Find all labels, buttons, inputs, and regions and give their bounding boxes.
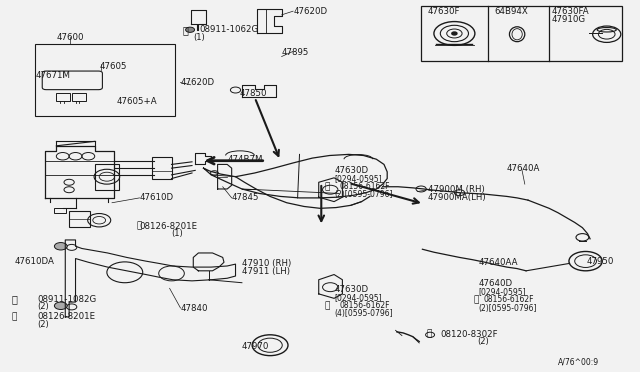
- Text: 47605: 47605: [99, 62, 127, 71]
- Text: 47630F: 47630F: [428, 7, 460, 16]
- Text: Ⓑ: Ⓑ: [325, 301, 330, 310]
- Bar: [56, 93, 70, 101]
- Text: 47910G: 47910G: [552, 15, 586, 24]
- Text: 47850: 47850: [239, 89, 267, 98]
- Text: 47620D: 47620D: [180, 78, 214, 87]
- Circle shape: [186, 27, 195, 32]
- Text: 47605+A: 47605+A: [116, 97, 157, 106]
- Text: 47671M: 47671M: [35, 71, 70, 80]
- Text: 08156-6162F: 08156-6162F: [339, 182, 390, 191]
- Text: 08911-1082G: 08911-1082G: [37, 295, 97, 304]
- Circle shape: [54, 302, 67, 310]
- Text: Ⓝ: Ⓝ: [11, 294, 17, 304]
- Text: 47610DA: 47610DA: [14, 257, 54, 266]
- Text: (2): (2): [477, 337, 489, 346]
- Text: Ⓝ: Ⓝ: [182, 25, 189, 35]
- Bar: [54, 208, 66, 213]
- Text: Ⓑ: Ⓑ: [426, 330, 431, 339]
- Text: 47630D: 47630D: [334, 285, 368, 294]
- Text: 47640D: 47640D: [479, 279, 513, 288]
- Text: 47640AA: 47640AA: [479, 258, 518, 267]
- Text: 08911-1062G: 08911-1062G: [200, 25, 259, 34]
- Text: 64B94X: 64B94X: [494, 7, 528, 16]
- Text: 47840: 47840: [180, 304, 208, 312]
- Text: (1): (1): [193, 33, 205, 42]
- Text: Ⓑ: Ⓑ: [12, 312, 17, 321]
- Text: 08156-6162F: 08156-6162F: [339, 301, 390, 310]
- Text: 47911 (LH): 47911 (LH): [242, 267, 290, 276]
- Text: 47900M (RH): 47900M (RH): [428, 185, 484, 194]
- Circle shape: [54, 243, 67, 250]
- Text: 47620D: 47620D: [293, 7, 327, 16]
- Text: 08156-6162F: 08156-6162F: [484, 295, 534, 304]
- Text: 47900MA(LH): 47900MA(LH): [428, 193, 486, 202]
- Bar: [35, 44, 175, 116]
- Text: [0294-0595]: [0294-0595]: [334, 293, 381, 302]
- Bar: [152, 157, 172, 179]
- Text: 47600: 47600: [56, 33, 84, 42]
- Circle shape: [452, 32, 457, 35]
- Text: 47910 (RH): 47910 (RH): [242, 259, 291, 268]
- Text: (4)[0595-0796]: (4)[0595-0796]: [334, 310, 393, 318]
- Bar: [95, 164, 119, 190]
- Text: (2): (2): [37, 302, 49, 311]
- Text: (2)[0595-0796]: (2)[0595-0796]: [334, 190, 392, 199]
- Bar: [72, 93, 86, 101]
- Text: 47845: 47845: [232, 193, 259, 202]
- Text: (2)[0595-0796]: (2)[0595-0796]: [479, 304, 537, 312]
- Text: (1): (1): [172, 229, 183, 238]
- Text: 47610D: 47610D: [140, 193, 173, 202]
- Text: 474B7M: 474B7M: [227, 155, 262, 164]
- Text: Ⓑ: Ⓑ: [474, 295, 479, 304]
- Text: 08126-8201E: 08126-8201E: [37, 312, 95, 321]
- Text: 47895: 47895: [282, 48, 309, 57]
- Text: [0294-0595]: [0294-0595]: [479, 287, 526, 296]
- Text: 08126-8201E: 08126-8201E: [140, 222, 198, 231]
- Text: (2): (2): [37, 320, 49, 329]
- Text: [0294-0595]: [0294-0595]: [334, 174, 381, 183]
- Bar: [421, 6, 622, 61]
- Text: 08120-8302F: 08120-8302F: [440, 330, 498, 339]
- Text: 47950: 47950: [586, 257, 614, 266]
- Text: 47970: 47970: [242, 342, 269, 351]
- Text: Ⓑ: Ⓑ: [137, 222, 142, 231]
- Text: A/76^00:9: A/76^00:9: [558, 357, 599, 366]
- Text: 47630D: 47630D: [334, 166, 368, 175]
- Text: Ⓑ: Ⓑ: [325, 182, 330, 191]
- Text: 47630FA: 47630FA: [552, 7, 589, 16]
- Bar: [69, 211, 90, 227]
- Text: 47640A: 47640A: [507, 164, 540, 173]
